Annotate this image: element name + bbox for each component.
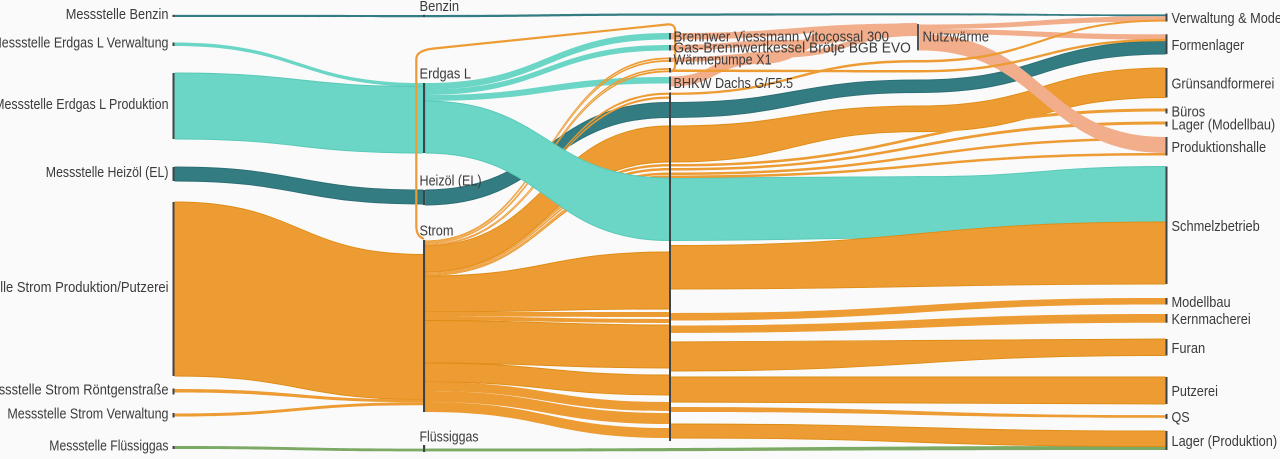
svg-text:Schmelzbetrieb: Schmelzbetrieb bbox=[1172, 219, 1260, 235]
svg-text:Grünsandformerei: Grünsandformerei bbox=[1172, 76, 1275, 92]
svg-text:Heizöl (EL): Heizöl (EL) bbox=[420, 174, 482, 190]
svg-text:Brennwer Viessmann Vitocossal: Brennwer Viessmann Vitocossal 300 bbox=[674, 29, 890, 45]
svg-text:Putzerei: Putzerei bbox=[1172, 384, 1218, 400]
svg-text:Messstelle Flüssiggas: Messstelle Flüssiggas bbox=[49, 439, 168, 455]
svg-text:Verwaltung & Modellbau: Verwaltung & Modellbau bbox=[1172, 11, 1280, 27]
svg-text:Furan: Furan bbox=[1172, 341, 1206, 357]
svg-text:Strom: Strom bbox=[420, 224, 454, 240]
svg-text:Nutzwärme: Nutzwärme bbox=[923, 30, 990, 46]
svg-text:Büros: Büros bbox=[1172, 105, 1206, 121]
svg-text:Messstelle Strom Produktion/Pu: Messstelle Strom Produktion/Putzerei bbox=[0, 280, 168, 296]
svg-text:Modellbau: Modellbau bbox=[1172, 295, 1231, 311]
svg-text:Produktionshalle: Produktionshalle bbox=[1172, 140, 1267, 156]
svg-text:Messstelle Heizöl (EL): Messstelle Heizöl (EL) bbox=[46, 165, 169, 181]
svg-text:Kernmacherei: Kernmacherei bbox=[1172, 312, 1251, 328]
svg-text:Wärmepumpe X1: Wärmepumpe X1 bbox=[674, 53, 772, 69]
svg-text:Messstelle Erdgas L Verwaltung: Messstelle Erdgas L Verwaltung bbox=[0, 35, 169, 51]
svg-text:Formenlager: Formenlager bbox=[1172, 38, 1245, 54]
svg-text:QS: QS bbox=[1172, 410, 1190, 426]
svg-text:Lager (Produktion): Lager (Produktion) bbox=[1172, 434, 1278, 450]
svg-text:Benzin: Benzin bbox=[420, 0, 460, 15]
svg-text:Lager (Modellbau): Lager (Modellbau) bbox=[1172, 118, 1276, 134]
svg-text:Messstelle Benzin: Messstelle Benzin bbox=[66, 7, 169, 23]
svg-text:Flüssiggas: Flüssiggas bbox=[420, 430, 479, 446]
svg-text:Gas-Brennwertkessel Brötje BGB: Gas-Brennwertkessel Brötje BGB EVO bbox=[674, 41, 911, 57]
svg-text:BHKW Dachs G/F5.5: BHKW Dachs G/F5.5 bbox=[674, 76, 794, 92]
svg-text:Messstelle Erdgas L Produktion: Messstelle Erdgas L Produktion bbox=[0, 97, 169, 113]
svg-text:Erdgas L: Erdgas L bbox=[420, 67, 472, 83]
svg-text:Messstelle Strom Röntgenstraße: Messstelle Strom Röntgenstraße bbox=[0, 383, 168, 399]
svg-text:Messstelle Strom Verwaltung: Messstelle Strom Verwaltung bbox=[7, 406, 168, 422]
